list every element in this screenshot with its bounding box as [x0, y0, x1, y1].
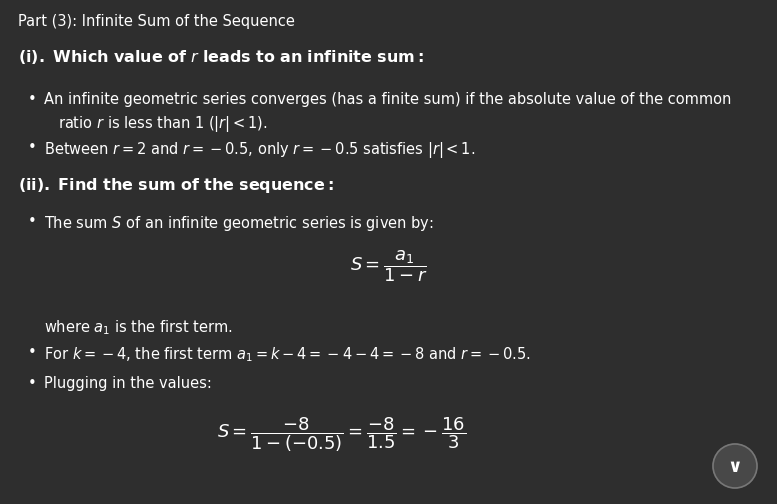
- Text: $\bf{(ii).\ Find\ the\ sum\ of\ the\ sequence:}$: $\bf{(ii).\ Find\ the\ sum\ of\ the\ seq…: [18, 176, 334, 195]
- Text: ∨: ∨: [728, 458, 742, 476]
- Text: $S = \dfrac{-8}{1 - (-0.5)} = \dfrac{-8}{1.5} = -\dfrac{16}{3}$: $S = \dfrac{-8}{1 - (-0.5)} = \dfrac{-8}…: [218, 415, 466, 454]
- Text: ratio $r$ is less than 1 ($|r| < 1$).: ratio $r$ is less than 1 ($|r| < 1$).: [58, 114, 268, 134]
- Text: •: •: [28, 140, 37, 155]
- Text: where $a_1$ is the first term.: where $a_1$ is the first term.: [44, 318, 233, 337]
- Text: The sum $S$ of an infinite geometric series is given by:: The sum $S$ of an infinite geometric ser…: [44, 214, 434, 233]
- Text: $S = \dfrac{a_1}{1 - r}$: $S = \dfrac{a_1}{1 - r}$: [350, 248, 427, 284]
- Text: Between $r = 2$ and $r = -0.5$, only $r = -0.5$ satisfies $|r| < 1$.: Between $r = 2$ and $r = -0.5$, only $r …: [44, 140, 476, 160]
- Text: Part (3): Infinite Sum of the Sequence: Part (3): Infinite Sum of the Sequence: [18, 14, 295, 29]
- Text: •: •: [28, 92, 37, 107]
- Circle shape: [713, 444, 757, 488]
- Text: For $k = -4$, the first term $a_1 = k - 4 = -4 - 4 = -8$ and $r = -0.5$.: For $k = -4$, the first term $a_1 = k - …: [44, 345, 531, 364]
- Text: •: •: [28, 345, 37, 360]
- Text: •: •: [28, 214, 37, 229]
- Text: •: •: [28, 376, 37, 391]
- Text: An infinite geometric series converges (has a finite sum) if the absolute value : An infinite geometric series converges (…: [44, 92, 731, 107]
- Text: $\bf{(i).\ Which\ value\ of}\ \mathit{r}\ \bf{leads\ to\ an\ infinite\ sum:}$: $\bf{(i).\ Which\ value\ of}\ \mathit{r}…: [18, 48, 424, 66]
- Text: Plugging in the values:: Plugging in the values:: [44, 376, 212, 391]
